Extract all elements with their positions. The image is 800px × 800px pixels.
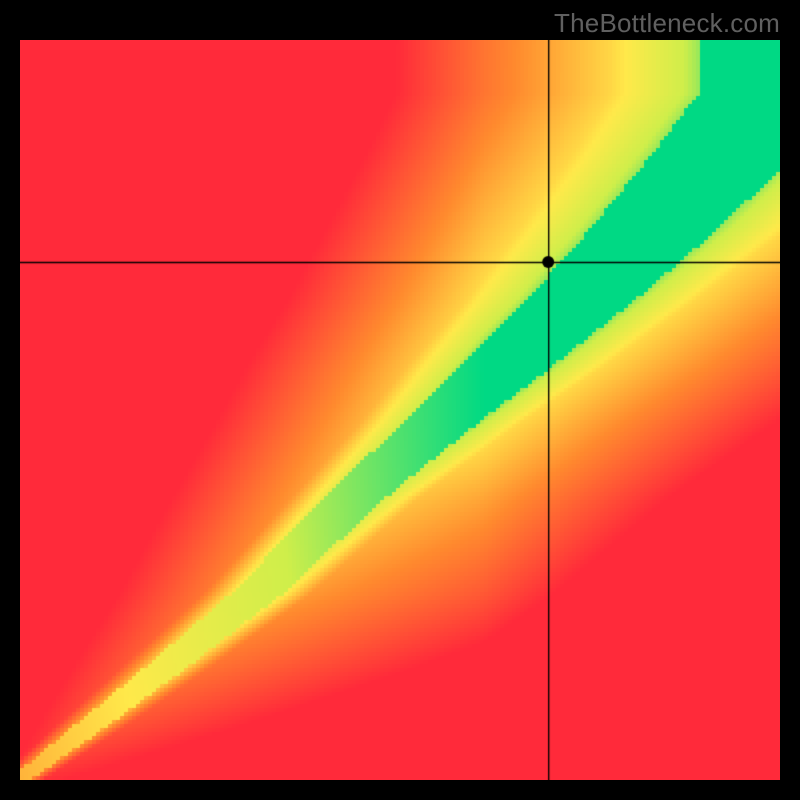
chart-container: TheBottleneck.com (0, 0, 800, 800)
bottleneck-heatmap (20, 40, 780, 780)
watermark-text: TheBottleneck.com (554, 8, 780, 39)
